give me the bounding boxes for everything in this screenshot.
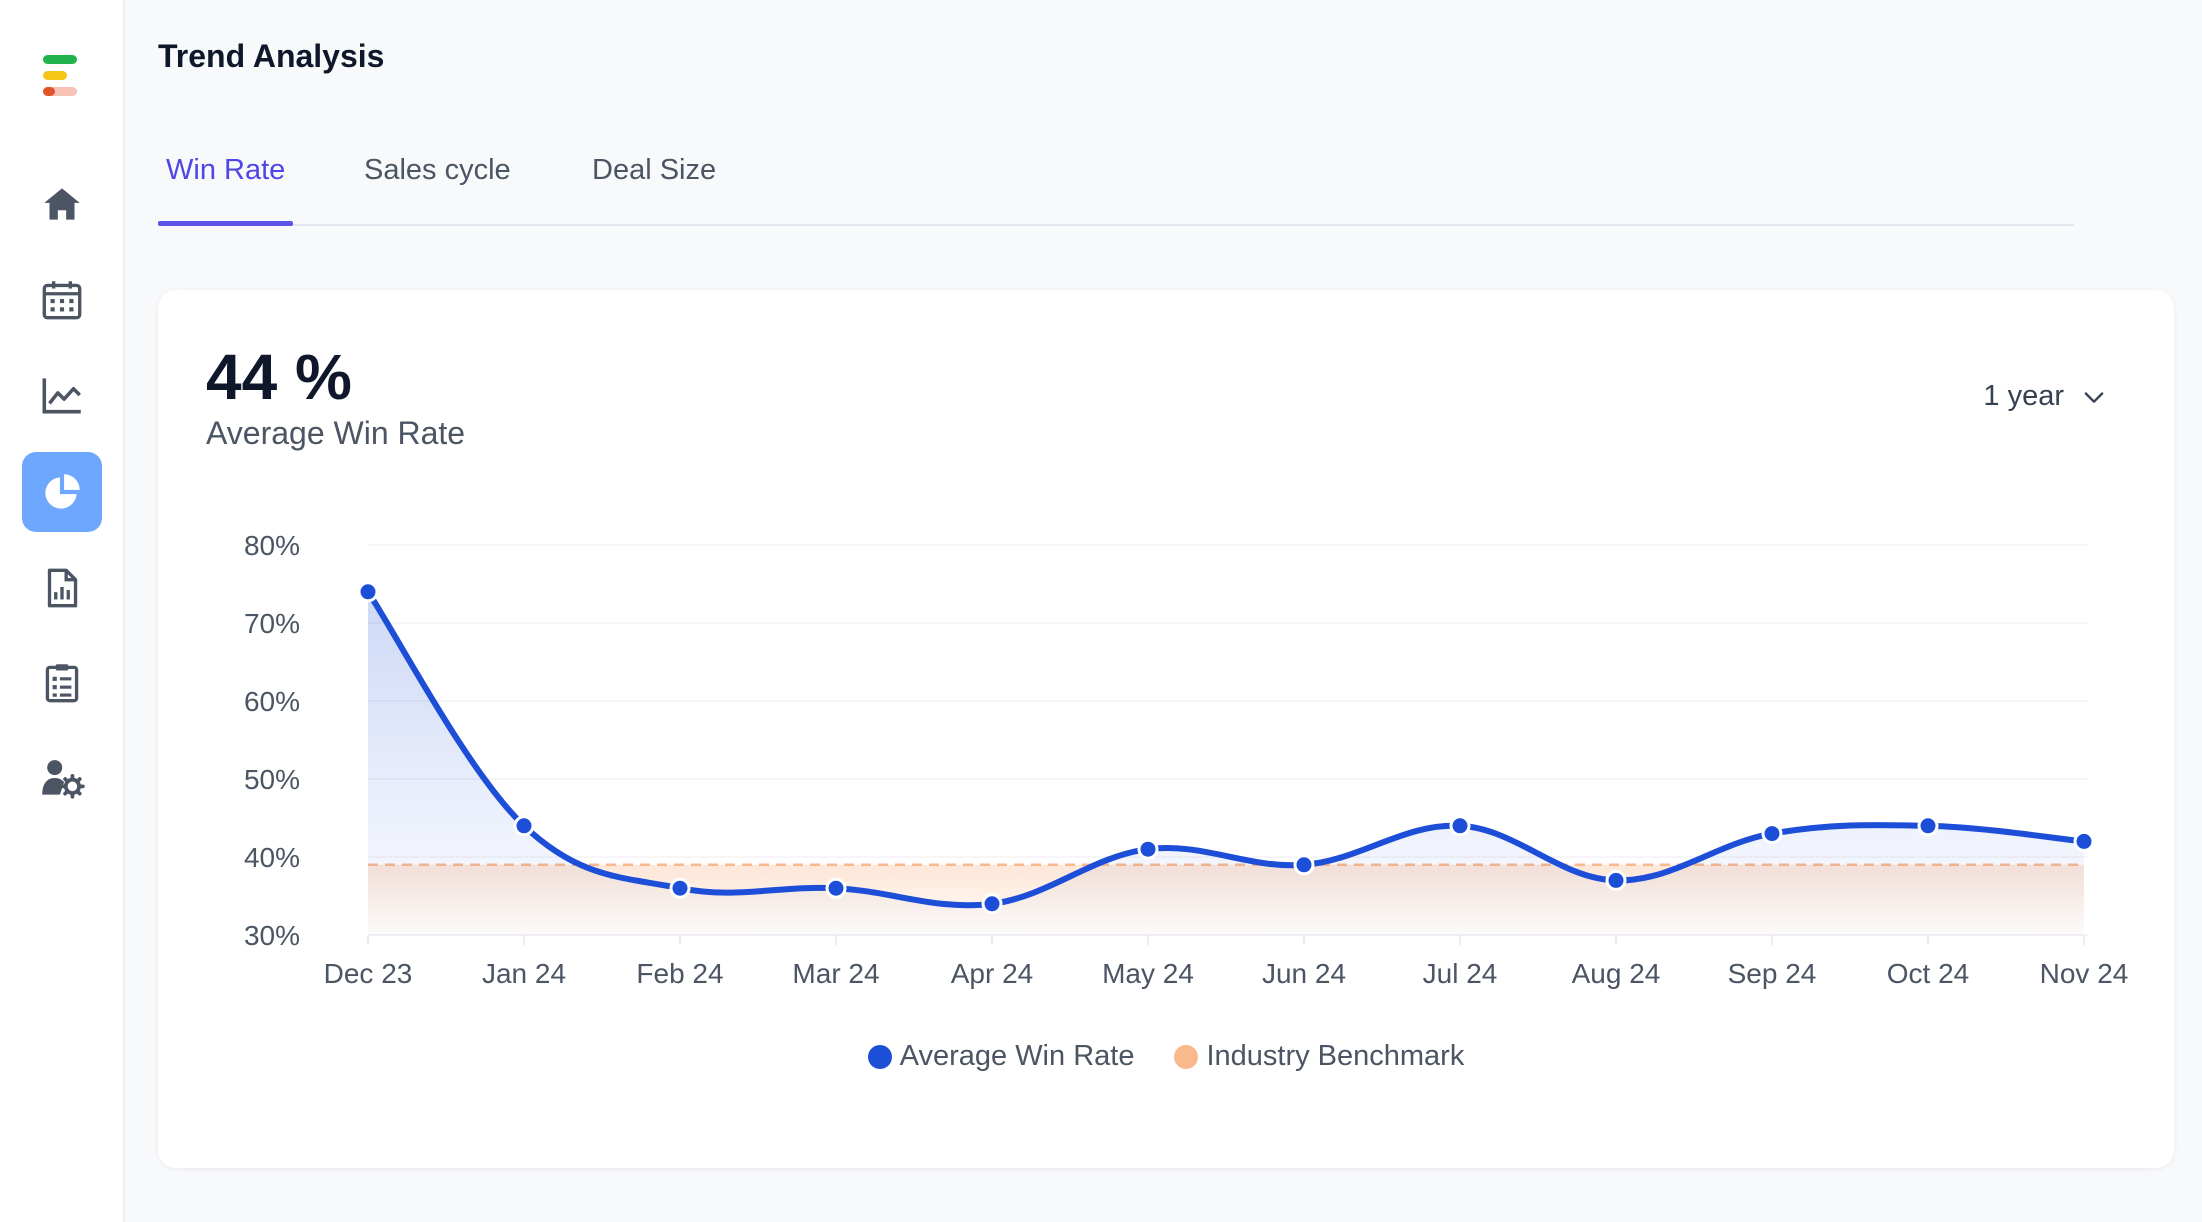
chart-legend: Average Win Rate Industry Benchmark	[158, 1040, 2174, 1073]
pie-chart-icon	[45, 474, 80, 509]
x-tick-label: Mar 24	[792, 958, 879, 989]
x-tick-label: Jan 24	[482, 958, 566, 989]
sidebar-item-calendar[interactable]	[22, 260, 102, 340]
active-tab-indicator	[158, 221, 293, 226]
tab-bar: Win Rate Sales cycle Deal Size	[158, 140, 2074, 226]
x-tick-label: Jul 24	[1423, 958, 1498, 989]
sidebar	[0, 0, 125, 1222]
tab-sales-cycle[interactable]: Sales cycle	[364, 154, 511, 186]
period-dropdown[interactable]: 1 year	[1983, 380, 2108, 413]
calendar-icon	[42, 281, 82, 320]
x-tick-label: May 24	[1102, 958, 1194, 989]
sidebar-item-reports[interactable]	[22, 548, 102, 628]
x-tick-label: Oct 24	[1887, 958, 1969, 989]
average-win-rate-point	[1761, 823, 1783, 845]
line-chart-icon	[42, 378, 81, 414]
y-tick-label: 40%	[244, 842, 300, 873]
chevron-down-icon	[2084, 391, 2104, 403]
sidebar-item-home[interactable]	[22, 165, 102, 245]
app-logo[interactable]	[43, 55, 79, 99]
summary-label: Average Win Rate	[206, 415, 466, 451]
average-win-rate-point	[1293, 854, 1315, 876]
average-win-rate-point	[981, 893, 1003, 915]
legend-item-average[interactable]: Average Win Rate	[867, 1040, 1135, 1073]
x-tick-label: Feb 24	[636, 958, 723, 989]
average-win-rate-point	[513, 815, 535, 837]
average-win-rate-point	[669, 877, 691, 899]
sidebar-item-tasks[interactable]	[22, 643, 102, 723]
y-tick-label: 70%	[244, 608, 300, 639]
sidebar-item-user-settings[interactable]	[22, 738, 102, 818]
tab-deal-size[interactable]: Deal Size	[592, 154, 717, 186]
average-win-rate-point	[2073, 830, 2095, 852]
sidebar-item-analysis[interactable]	[22, 452, 102, 532]
average-win-rate-point	[1605, 869, 1627, 891]
average-win-rate-point	[1917, 815, 1939, 837]
legend-item-benchmark[interactable]: Industry Benchmark	[1174, 1040, 1464, 1073]
average-win-rate-point	[1449, 815, 1471, 837]
win-rate-chart: 80% 70% 60% 50% 40% 30% Dec 23 Jan 24 Feb 24 Mar …	[244, 530, 2129, 989]
summary-value: 44 %	[206, 341, 352, 413]
x-tick-label: Aug 24	[1572, 958, 1661, 989]
report-icon	[47, 568, 78, 608]
average-win-rate-point	[357, 581, 379, 603]
x-tick-label: Sep 24	[1728, 958, 1817, 989]
y-tick-label: 30%	[244, 920, 300, 951]
average-win-rate-point	[825, 877, 847, 899]
legend-swatch-benchmark	[1174, 1044, 1199, 1069]
average-win-rate-area	[368, 591, 2084, 935]
x-tick-label: Dec 23	[324, 958, 413, 989]
legend-label-average: Average Win Rate	[899, 1040, 1135, 1072]
user-settings-icon	[42, 760, 85, 799]
win-rate-card: 44 % Average Win Rate 1 year 80% 70% 60% 50…	[158, 290, 2174, 1168]
period-value: 1 year	[1983, 380, 2064, 412]
x-tick-label: Jun 24	[1262, 958, 1346, 989]
sidebar-item-trends[interactable]	[22, 355, 102, 435]
x-tick-label: Apr 24	[951, 958, 1034, 989]
average-win-rate-point	[1137, 838, 1159, 860]
clipboard-icon	[45, 664, 79, 703]
y-tick-label: 80%	[244, 530, 300, 561]
page-title: Trend Analysis	[158, 38, 385, 74]
tab-win-rate[interactable]: Win Rate	[166, 154, 286, 186]
y-tick-label: 50%	[244, 764, 300, 795]
home-icon	[44, 188, 80, 220]
legend-swatch-average	[867, 1044, 892, 1069]
legend-label-benchmark: Industry Benchmark	[1206, 1040, 1465, 1072]
x-tick-label: Nov 24	[2040, 958, 2129, 989]
y-tick-label: 60%	[244, 686, 300, 717]
